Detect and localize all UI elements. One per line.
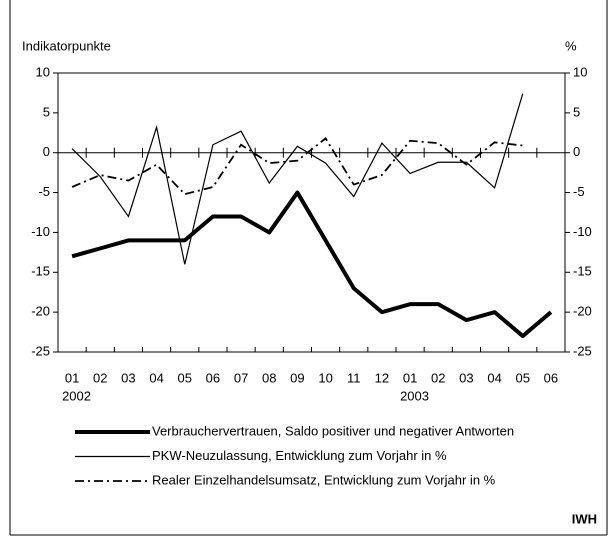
x-tick-label: 10 xyxy=(318,370,332,385)
y2-tick-label: 0 xyxy=(573,144,580,159)
y-tick-label: -5 xyxy=(38,184,50,199)
x-tick-label: 04 xyxy=(487,370,501,385)
y2-tick-label: -5 xyxy=(573,184,585,199)
y2-tick-label: -20 xyxy=(573,304,592,319)
series-line xyxy=(71,93,524,265)
x-tick-label: 09 xyxy=(290,370,304,385)
y2-tick-label: -10 xyxy=(573,224,592,239)
y-tick-label: -10 xyxy=(31,224,50,239)
source: IWH xyxy=(572,511,597,526)
y-tick-label: 10 xyxy=(36,64,50,79)
x-tick-label: 11 xyxy=(347,370,361,385)
series-line xyxy=(71,137,523,196)
legend-label: PKW-Neuzulassung, Entwicklung zum Vorjah… xyxy=(152,448,447,463)
plot-frame xyxy=(57,72,566,353)
x-tick-label: 06 xyxy=(206,370,220,385)
y-axis-label: Indikatorpunkte xyxy=(22,38,111,53)
y-tick-label: -20 xyxy=(31,304,50,319)
x-tick-label: 03 xyxy=(459,370,473,385)
x-tick-label: 02 xyxy=(431,370,445,385)
x-year-label: 2003 xyxy=(400,388,429,403)
y2-tick-label: 10 xyxy=(573,64,587,79)
y2-tick-label: -25 xyxy=(573,343,592,358)
y-tick-label: -15 xyxy=(31,264,50,279)
x-year-label: 2002 xyxy=(62,388,91,403)
x-tick-label: 12 xyxy=(375,370,389,385)
x-tick-label: 07 xyxy=(234,370,248,385)
x-tick-label: 01 xyxy=(403,370,417,385)
x-tick-label: 05 xyxy=(178,370,192,385)
y2-tick-label: -15 xyxy=(573,264,592,279)
y2-tick-label: 5 xyxy=(573,104,580,119)
x-tick-label: 08 xyxy=(262,370,276,385)
x-tick-label: 03 xyxy=(121,370,135,385)
y-tick-label: 0 xyxy=(43,144,50,159)
x-tick-label: 01 xyxy=(65,370,79,385)
x-tick-label: 04 xyxy=(149,370,163,385)
legend-label: Realer Einzelhandelsumsatz, Entwicklung … xyxy=(152,472,496,487)
x-tick-label: 02 xyxy=(93,370,107,385)
y2-axis-label: % xyxy=(565,38,577,53)
y-tick-label: 5 xyxy=(43,104,50,119)
y-tick-label: -25 xyxy=(31,343,50,358)
series-line xyxy=(71,190,553,339)
x-tick-label: 05 xyxy=(516,370,530,385)
legend-label: Verbrauchervertrauen, Saldo positiver un… xyxy=(152,423,514,438)
x-tick-label: 06 xyxy=(544,370,558,385)
